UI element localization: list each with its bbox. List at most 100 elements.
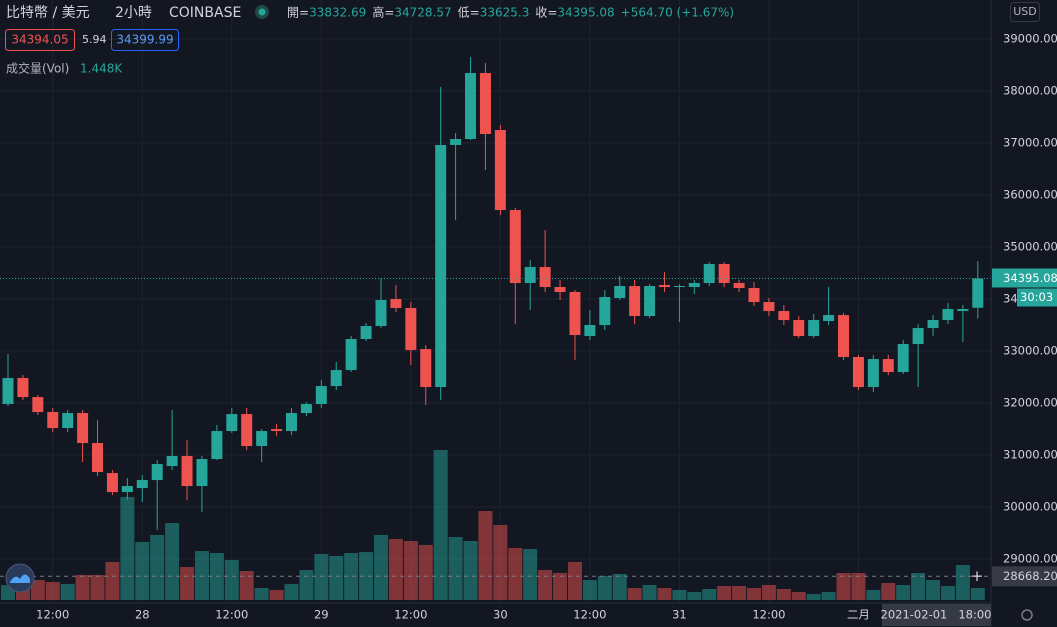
x-tick-label: 30 bbox=[493, 608, 508, 622]
ohlc-value: 34395.08 bbox=[557, 6, 614, 20]
volume-bar bbox=[926, 580, 941, 600]
candle-body bbox=[2, 378, 14, 405]
crosshair-time-box bbox=[882, 604, 991, 626]
candle-body bbox=[375, 300, 387, 327]
volume-bar bbox=[955, 565, 970, 600]
interval: 2小時 bbox=[115, 5, 152, 21]
candle-body bbox=[584, 325, 596, 337]
candle-body bbox=[435, 144, 447, 388]
candle-body bbox=[315, 386, 327, 405]
volume-bar bbox=[75, 574, 90, 600]
y-tick-label: 36000.00 bbox=[1003, 188, 1057, 202]
candle-body bbox=[823, 315, 835, 322]
volume-bar bbox=[553, 572, 568, 600]
bid-box[interactable] bbox=[5, 29, 75, 51]
ask-box[interactable] bbox=[111, 29, 179, 51]
candle-body bbox=[673, 286, 685, 288]
volume-bar bbox=[90, 574, 105, 600]
volume-bar bbox=[806, 594, 821, 600]
crosshair-price: 28668.20 bbox=[1003, 569, 1057, 583]
candle-body bbox=[599, 297, 611, 326]
candle-body bbox=[32, 397, 44, 413]
ohlc-label: 高= bbox=[372, 5, 394, 20]
ohlc-value: 34728.57 bbox=[394, 6, 451, 20]
currency[interactable]: USD bbox=[1013, 5, 1037, 18]
volume-bar bbox=[508, 547, 523, 600]
candle-body bbox=[494, 130, 506, 210]
candle-body bbox=[465, 73, 477, 140]
volume-bar bbox=[821, 591, 836, 600]
change: +564.70 (+1.67%) bbox=[621, 6, 734, 20]
volume-bar bbox=[60, 584, 75, 600]
candle-body bbox=[405, 308, 417, 351]
candle-body bbox=[271, 429, 283, 432]
ask[interactable]: 34399.99 bbox=[116, 33, 173, 47]
volume-bar bbox=[254, 587, 269, 600]
y-tick-label: 38000.00 bbox=[1003, 84, 1057, 98]
volume-bar bbox=[120, 496, 135, 600]
y-tick-label: 30000.00 bbox=[1003, 500, 1057, 514]
volume-bar bbox=[747, 587, 761, 600]
candle-body bbox=[345, 339, 357, 371]
candle-body bbox=[330, 370, 342, 387]
candle-body bbox=[151, 464, 163, 481]
candle-body bbox=[554, 287, 566, 293]
candle-body bbox=[972, 278, 984, 308]
volume-bar bbox=[851, 572, 866, 600]
candle-body bbox=[256, 431, 268, 447]
candle-body bbox=[524, 267, 536, 284]
candle-body bbox=[838, 315, 850, 358]
x-tick-label: 28 bbox=[135, 608, 150, 622]
x-tick-label: 29 bbox=[314, 608, 329, 622]
volume-bar bbox=[702, 588, 717, 600]
volume-bar bbox=[866, 589, 881, 600]
volume-bar bbox=[403, 540, 418, 600]
crosshair-plus: + bbox=[971, 567, 984, 585]
volume-bar bbox=[657, 587, 672, 600]
bid[interactable]: 34394.05 bbox=[11, 33, 68, 47]
candle-body bbox=[166, 456, 178, 467]
settings-icon[interactable] bbox=[1021, 609, 1033, 621]
status-dot bbox=[258, 8, 266, 16]
volume-bar bbox=[329, 555, 344, 600]
candle-body bbox=[17, 378, 29, 398]
volume-bar bbox=[194, 551, 209, 600]
x-tick-label: 31 bbox=[672, 608, 687, 622]
candle-body bbox=[733, 283, 745, 289]
y-tick-label: 35000.00 bbox=[1003, 240, 1057, 254]
y-tick-label: 33000.00 bbox=[1003, 344, 1057, 358]
volume-bar bbox=[105, 561, 120, 600]
currency-button[interactable] bbox=[1010, 2, 1040, 22]
volume-bar bbox=[776, 588, 791, 600]
y-tick-label: 39000.00 bbox=[1003, 32, 1057, 46]
candle-body bbox=[644, 286, 656, 317]
candle-body bbox=[77, 413, 89, 444]
crosshair-time: 2021-02-01 18:00 bbox=[881, 608, 992, 622]
candle-body bbox=[106, 473, 118, 493]
spread: 5.94 bbox=[82, 33, 107, 46]
candle-body bbox=[927, 320, 939, 329]
candle-body bbox=[748, 288, 760, 303]
volume-bar bbox=[359, 552, 374, 600]
x-tick-label: 12:00 bbox=[573, 608, 606, 622]
volume-bar bbox=[732, 585, 747, 600]
candle-body bbox=[897, 344, 909, 373]
candle-body bbox=[763, 302, 775, 312]
volume-bar bbox=[582, 580, 597, 600]
logo[interactable] bbox=[5, 563, 35, 593]
candle-body bbox=[882, 359, 894, 373]
volume-bar bbox=[388, 539, 403, 600]
candle-body bbox=[509, 209, 521, 284]
candle-body bbox=[241, 414, 253, 447]
time-axis bbox=[0, 603, 1057, 627]
candle-body bbox=[479, 73, 491, 135]
x-tick-label: 12:00 bbox=[394, 608, 427, 622]
volume-bar bbox=[642, 585, 657, 600]
countdown-box bbox=[1017, 288, 1057, 307]
volume-bar bbox=[433, 450, 448, 600]
candle-body bbox=[300, 404, 312, 414]
candle-body bbox=[867, 359, 879, 388]
volume-bar bbox=[567, 561, 582, 600]
volume-bar bbox=[180, 567, 195, 600]
